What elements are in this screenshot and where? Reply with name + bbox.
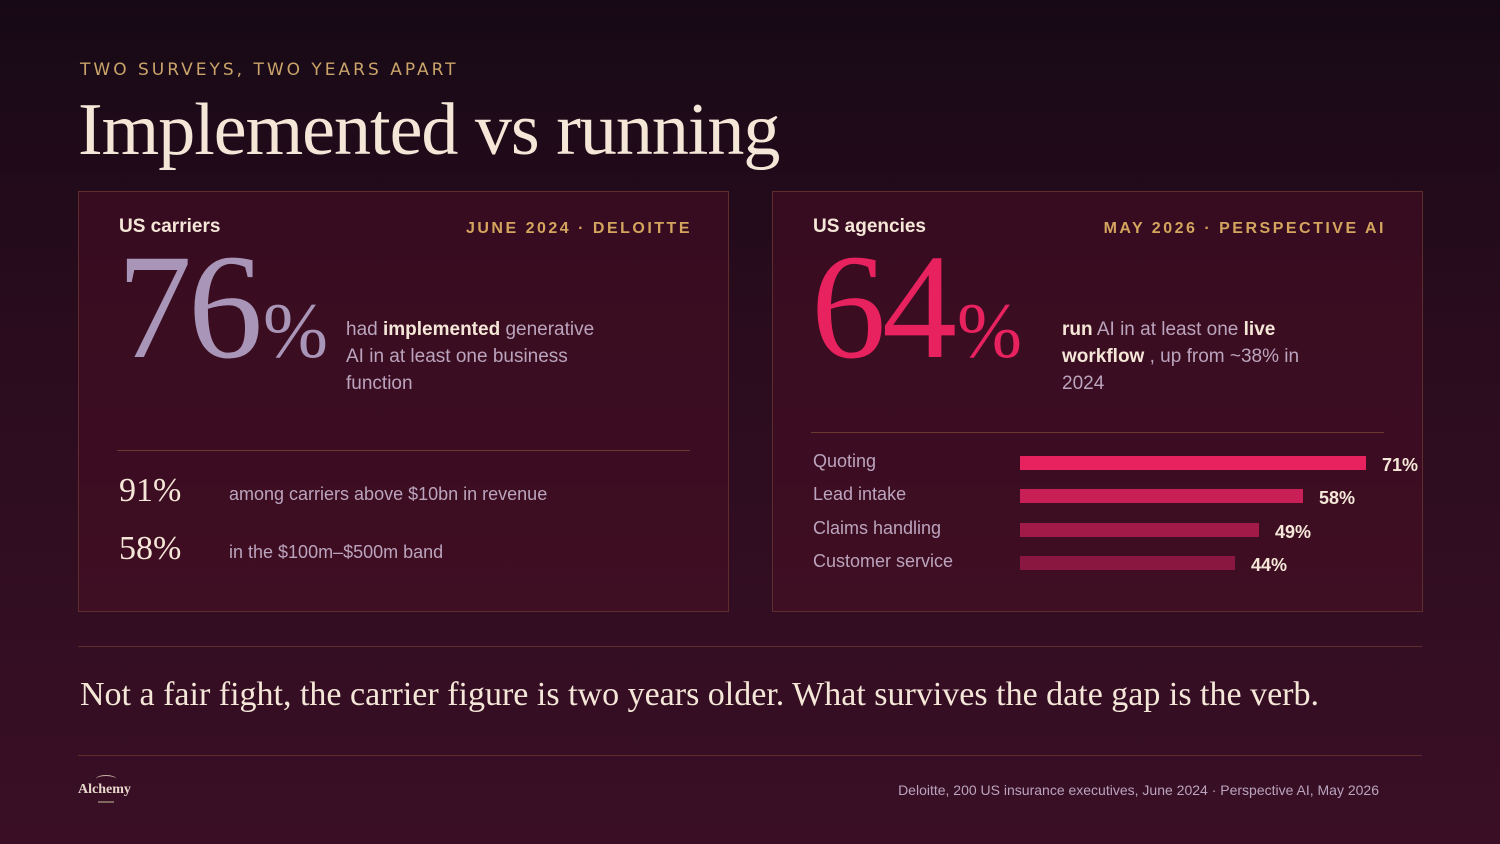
stat-text: among carriers above $10bn in revenue: [229, 484, 548, 504]
bar-label: Lead intake: [813, 484, 907, 504]
divider: [78, 646, 1422, 647]
logo: Alchemy: [78, 775, 138, 805]
bar-fill: [1020, 556, 1235, 570]
bar-track: 44%: [1020, 555, 1410, 575]
bar-label: Customer service: [813, 551, 954, 571]
page-title: Implemented vs running: [78, 89, 780, 171]
bar-value: 58%: [1319, 488, 1356, 508]
lead-emphasis: run: [1062, 319, 1093, 340]
source-note: Deloitte, 200 US insurance executives, J…: [898, 782, 1379, 798]
bar-track: 58%: [1020, 488, 1410, 508]
divider: [811, 432, 1384, 433]
card-label: US carriers: [119, 216, 221, 237]
agencies-card: US agencies MAY 2026 · PERSPECTIVE AI 64…: [772, 191, 1423, 612]
big-stat-suffix: %: [263, 287, 328, 374]
logo-mark-icon: [96, 775, 116, 783]
lead-mid: AI in at least one: [1092, 319, 1244, 340]
logo-underline: [98, 801, 114, 803]
conclusion: Not a fair fight, the carrier figure is …: [80, 676, 1320, 713]
carriers-card: US carriers JUNE 2024 · DELOITTE 76% had…: [78, 191, 729, 612]
lead-post: , up from ~38% in 2024: [1062, 346, 1300, 394]
divider: [117, 450, 690, 451]
bar-track: 71%: [1020, 455, 1418, 475]
stat-text: in the $100m–$500m band: [229, 542, 444, 562]
big-stat: 64%: [811, 232, 1022, 406]
lead-pre: had: [346, 319, 383, 340]
bar-fill: [1020, 489, 1303, 503]
big-stat-number: 64: [811, 224, 957, 390]
lead-post: generative AI in at least one business f…: [346, 319, 595, 394]
bar-fill: [1020, 456, 1366, 470]
logo-text: Alchemy: [78, 782, 131, 797]
big-stat: 76%: [117, 232, 328, 406]
stat-value: 58%: [119, 530, 182, 567]
lead-text: run AI in at least one live workflow , u…: [1062, 316, 1322, 397]
card-source: JUNE 2024 · DELOITTE: [465, 220, 692, 237]
bar-label: Quoting: [813, 451, 877, 471]
big-stat-suffix: %: [957, 287, 1022, 374]
bar-row: Lead intake 58%: [813, 484, 1393, 508]
bar-row: Customer service 44%: [813, 551, 1393, 575]
bar-track: 49%: [1020, 522, 1410, 542]
eyebrow: TWO SURVEYS, TWO YEARS APART: [80, 60, 459, 80]
bar-row: Quoting 71%: [813, 451, 1418, 475]
bar-row: Claims handling 49%: [813, 518, 1393, 542]
bar-value: 44%: [1251, 555, 1288, 575]
card-label: US agencies: [813, 216, 926, 237]
card-source: MAY 2026 · PERSPECTIVE AI: [1103, 220, 1386, 237]
bar-value: 71%: [1382, 455, 1419, 475]
bar-fill: [1020, 523, 1259, 537]
bar-value: 49%: [1275, 522, 1312, 542]
lead-emphasis: live workflow: [1062, 319, 1276, 367]
lead-text: had implemented generative AI in at leas…: [346, 316, 616, 397]
lead-emphasis: implemented: [382, 319, 501, 340]
bar-label: Claims handling: [813, 518, 942, 538]
big-stat-number: 76: [117, 224, 263, 390]
divider: [78, 755, 1422, 756]
stat-value: 91%: [119, 472, 182, 509]
